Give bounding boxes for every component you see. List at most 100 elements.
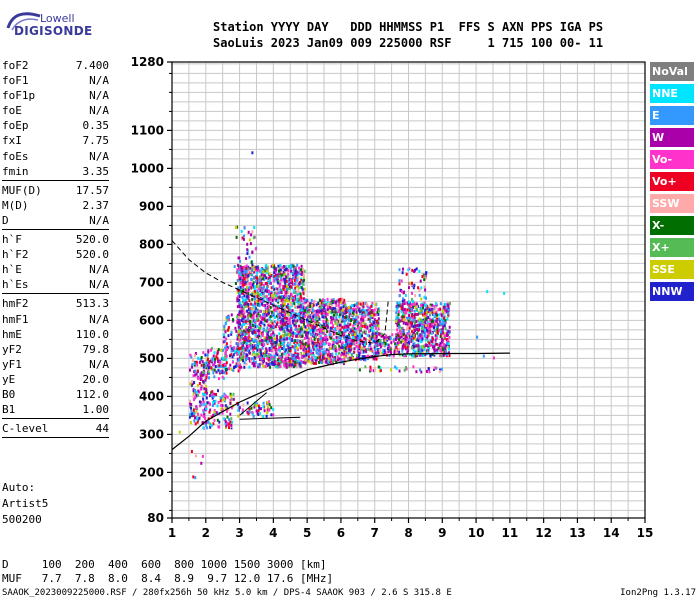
echo-point bbox=[403, 315, 406, 319]
echo-point bbox=[326, 325, 329, 329]
echo-point bbox=[259, 299, 262, 303]
echo-point bbox=[277, 358, 279, 362]
echo-point bbox=[296, 339, 299, 343]
echo-point bbox=[197, 418, 200, 422]
echo-point bbox=[249, 307, 252, 310]
echo-point bbox=[242, 332, 245, 336]
echo-point bbox=[354, 333, 356, 337]
echo-point bbox=[348, 342, 351, 346]
echo-point bbox=[230, 397, 233, 401]
echo-point bbox=[415, 267, 418, 271]
echo-point bbox=[259, 285, 261, 289]
echo-point bbox=[322, 348, 325, 352]
echo-point bbox=[294, 360, 297, 364]
param-name: foF1p bbox=[2, 89, 36, 103]
echo-point bbox=[224, 354, 227, 358]
echo-point bbox=[403, 290, 405, 294]
echo-point bbox=[190, 403, 193, 406]
echo-point bbox=[267, 265, 269, 269]
echo-point bbox=[438, 344, 441, 347]
echo-point bbox=[285, 363, 288, 367]
echo-point bbox=[200, 403, 203, 407]
echo-point bbox=[211, 404, 214, 407]
echo-point bbox=[324, 302, 327, 306]
echo-point bbox=[295, 299, 298, 303]
echo-point bbox=[341, 297, 344, 301]
echo-point bbox=[248, 329, 251, 332]
echo-point bbox=[377, 351, 380, 355]
echo-point bbox=[336, 341, 339, 345]
echo-point bbox=[292, 314, 295, 318]
echo-point bbox=[412, 327, 415, 331]
echo-point bbox=[251, 323, 254, 327]
echo-point bbox=[349, 348, 352, 352]
echo-point bbox=[280, 335, 283, 339]
echo-point bbox=[259, 293, 262, 296]
footer-file-info: SAAOK_2023009225000.RSF / 280fx256h 50 k… bbox=[2, 588, 452, 598]
echo-point bbox=[246, 339, 249, 343]
echo-point bbox=[246, 401, 249, 405]
echo-point bbox=[316, 309, 319, 313]
echo-point bbox=[237, 330, 240, 334]
echo-point bbox=[245, 328, 248, 332]
echo-point bbox=[355, 341, 358, 344]
echo-point bbox=[238, 312, 241, 316]
echo-point bbox=[245, 301, 248, 305]
echo-point bbox=[433, 329, 436, 332]
echo-point bbox=[410, 345, 413, 349]
echo-point bbox=[285, 356, 288, 360]
echo-point bbox=[405, 366, 407, 369]
echo-point bbox=[290, 269, 293, 273]
echo-point bbox=[419, 348, 422, 352]
echo-point bbox=[325, 323, 328, 327]
echo-point bbox=[380, 351, 383, 355]
echo-point bbox=[196, 369, 199, 373]
echo-point bbox=[252, 338, 255, 342]
echo-point bbox=[259, 326, 262, 330]
echo-point bbox=[264, 307, 267, 311]
echo-point bbox=[240, 356, 243, 360]
echo-point bbox=[309, 357, 312, 361]
echo-point bbox=[240, 273, 243, 277]
echo-point bbox=[416, 312, 419, 316]
echo-point bbox=[416, 354, 419, 357]
echo-point bbox=[308, 346, 311, 350]
echo-point bbox=[247, 303, 250, 306]
echo-point bbox=[213, 409, 216, 412]
echo-point bbox=[414, 351, 416, 355]
echo-point bbox=[317, 313, 320, 316]
echo-point bbox=[313, 301, 316, 305]
echo-point bbox=[316, 338, 319, 342]
echo-point bbox=[249, 351, 251, 355]
echo-point bbox=[350, 319, 352, 323]
echo-point bbox=[287, 299, 290, 303]
echo-point bbox=[251, 269, 253, 272]
echo-point bbox=[217, 400, 220, 404]
echo-point bbox=[406, 341, 409, 345]
echo-point bbox=[206, 426, 209, 430]
echo-point bbox=[266, 348, 269, 352]
echo-point bbox=[237, 316, 240, 319]
echo-point bbox=[280, 270, 283, 274]
echo-point bbox=[320, 360, 323, 364]
echo-point bbox=[205, 361, 208, 365]
echo-point bbox=[229, 420, 232, 424]
echo-point bbox=[253, 355, 256, 359]
echo-point bbox=[217, 368, 220, 372]
echo-point bbox=[443, 324, 446, 328]
echo-point bbox=[291, 345, 294, 349]
echo-point bbox=[412, 348, 415, 352]
x-tick-label: 10 bbox=[468, 526, 485, 540]
echo-point bbox=[329, 332, 332, 336]
echo-point bbox=[242, 309, 245, 313]
echo-point bbox=[319, 353, 322, 357]
echo-point bbox=[263, 327, 265, 331]
echo-point bbox=[398, 369, 401, 373]
echo-point bbox=[236, 305, 239, 309]
echo-point bbox=[237, 286, 240, 290]
echo-point bbox=[190, 409, 193, 413]
echo-point bbox=[340, 301, 343, 304]
echo-point bbox=[228, 422, 231, 426]
echo-point bbox=[199, 387, 202, 391]
